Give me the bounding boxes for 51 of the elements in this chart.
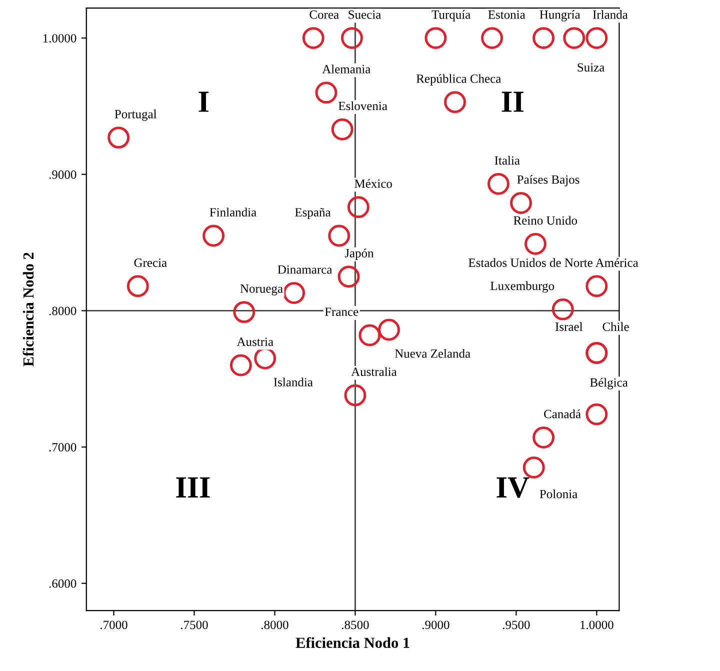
annotation: Suiza	[578, 63, 605, 72]
annotation: Finlandia	[210, 208, 256, 217]
annotation: III	[176, 477, 210, 498]
x-axis-title: Eficiencia Nodo 1	[296, 637, 410, 648]
annotation: Italia	[494, 156, 520, 165]
y-tick-label: .8000	[49, 306, 76, 316]
annotation: I	[198, 92, 209, 112]
x-tick-label: .8500	[342, 620, 369, 630]
annotation: Reino Unido	[514, 216, 578, 225]
annotation: Dinamarca	[278, 265, 332, 274]
annotation: Chile	[602, 322, 629, 331]
annotation: France	[324, 308, 358, 316]
y-tick-label: .6000	[49, 579, 76, 588]
annotation: Turquía	[432, 10, 470, 22]
annotation: Estonia	[488, 10, 526, 19]
annotation: Israel	[555, 322, 583, 331]
annotation: Alemania	[322, 64, 370, 74]
y-tick-label: .9000	[49, 170, 76, 179]
x-tick-label: .7000	[100, 620, 128, 630]
annotation: Suecia	[348, 10, 381, 19]
annotation: Nueva Zelanda	[394, 349, 470, 358]
annotation: Países Bajos	[517, 174, 580, 186]
y-tick-label: .7000	[49, 443, 76, 452]
annotation: II	[502, 92, 524, 112]
annotation: Canadá	[544, 409, 581, 418]
x-tick-label: .8000	[261, 620, 288, 630]
annotation: Eslovenia	[338, 101, 388, 110]
annotation: Polonia	[540, 489, 578, 498]
y-tick-label: 1.0000	[43, 34, 76, 43]
annotation: Austria	[236, 338, 274, 346]
annotation: España	[295, 208, 331, 220]
annotation: Bélgica	[590, 378, 628, 390]
annotation: México	[354, 179, 392, 188]
annotation: Estados Unidos de Norte América	[468, 258, 638, 267]
annotation: Corea	[310, 10, 339, 19]
annotation: República Checa	[416, 74, 501, 86]
annotation: Luxemburgo	[490, 281, 554, 293]
annotation: Hungría	[540, 10, 580, 22]
annotation: Islandia	[274, 378, 313, 386]
annotation: IV	[496, 477, 530, 498]
annotation: Noruega	[240, 284, 283, 296]
y-axis-title: Eficiencia Nodo 2	[22, 252, 34, 366]
x-tick-label: 1.0000	[580, 620, 614, 630]
annotation: Portugal	[114, 110, 157, 121]
x-tick-label: .9500	[502, 620, 530, 630]
annotation: Irlanda	[592, 10, 628, 19]
annotation: Grecia	[134, 258, 167, 267]
annotation: Japón	[344, 248, 374, 260]
annotation: Australia	[351, 367, 397, 376]
x-tick-label: .7500	[181, 620, 208, 630]
x-tick-label: .9000	[422, 620, 450, 630]
